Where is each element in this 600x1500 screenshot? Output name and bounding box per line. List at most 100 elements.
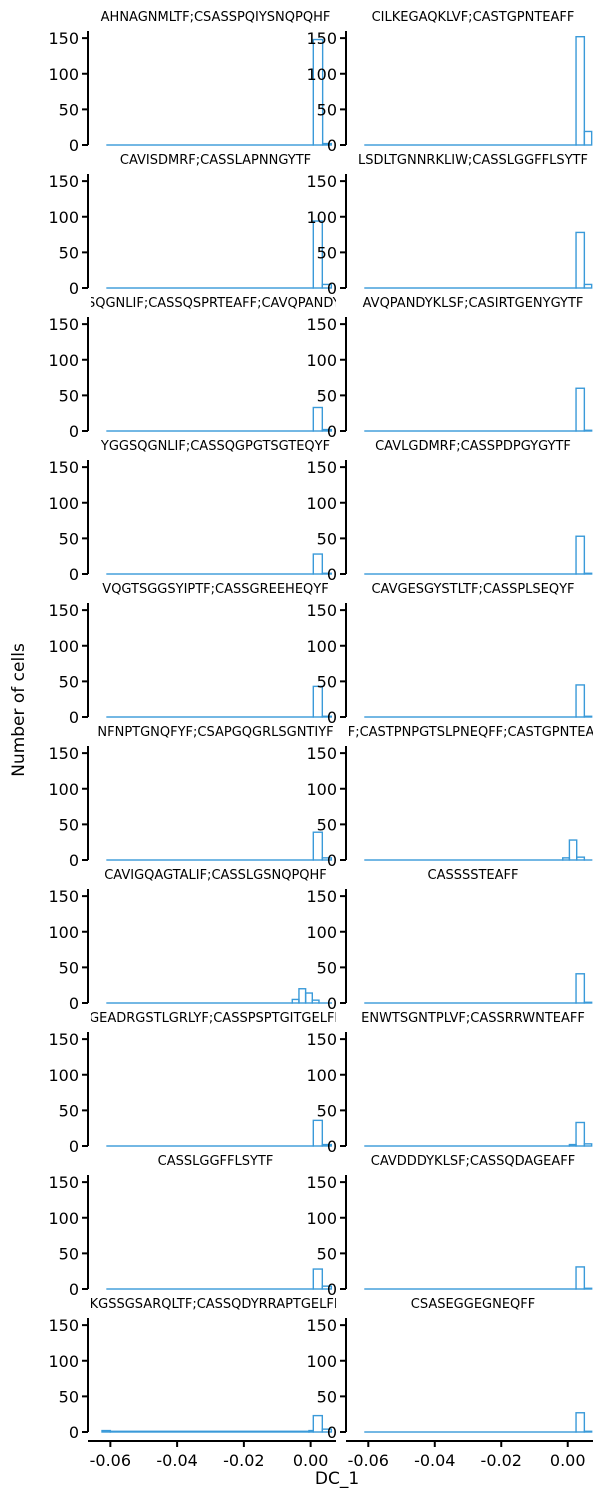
histogram-bar xyxy=(575,36,586,146)
panel-title: VQGTSGGSYIPTF;CASSGREEHEQYF xyxy=(102,582,328,597)
histogram-bar xyxy=(575,1412,586,1433)
histogram-bar xyxy=(312,1414,324,1433)
histogram-bar xyxy=(311,999,320,1004)
y-tick-label: 50 xyxy=(317,815,337,834)
histogram-bar xyxy=(562,857,571,861)
y-tick-label: 150 xyxy=(48,1030,79,1049)
histogram-bar xyxy=(575,1266,586,1290)
y-tick-label: 0 xyxy=(327,565,337,584)
panel-9: VQGTSGGSYIPTF;CASSGREEHEQYF 0 50 100 150 xyxy=(48,582,333,727)
y-tick-label: 50 xyxy=(59,529,79,548)
panel-1: AHNAGNMLTF;CSASSPQIYSNQPQHF 0 50 100 150 xyxy=(48,10,333,155)
y-axis-label: Number of cells xyxy=(9,643,29,777)
y-tick-label: 150 xyxy=(306,601,337,620)
y-tick-label: 50 xyxy=(317,243,337,262)
histogram-bar xyxy=(304,992,314,1004)
panel-title: KGSSGSARQLTF;CASSQDYRRAPTGELFF xyxy=(90,1297,342,1312)
y-tick-label: 150 xyxy=(306,29,337,48)
panel-title: NFNPTGNQFYF;CSAPGQGRLSGNTIYF xyxy=(97,725,333,740)
y-tick-label: 100 xyxy=(48,780,79,799)
y-tick-label: 100 xyxy=(48,1066,79,1085)
histogram-bar xyxy=(575,1121,586,1147)
panel-8: CAVLGDMRF;CASSPDPGYGYTF 0 50 100 150 xyxy=(306,439,593,584)
panel-title: LSDLTGNNRKLIW;CASSLGGFFLSYTF xyxy=(358,153,588,168)
histogram-bar xyxy=(321,1285,333,1290)
x-tick-label: -0.02 xyxy=(481,1451,522,1470)
histogram-bar xyxy=(312,831,324,861)
y-tick-label: 100 xyxy=(306,637,337,656)
y-tick-label: 100 xyxy=(48,494,79,513)
histogram-bar xyxy=(575,684,586,718)
histogram-bar xyxy=(312,406,324,432)
y-tick-label: 0 xyxy=(69,851,79,870)
y-tick-label: 150 xyxy=(48,458,79,477)
y-tick-label: 100 xyxy=(306,351,337,370)
histogram-bar xyxy=(575,231,586,289)
x-axis-label: DC_1 xyxy=(315,1469,359,1489)
y-tick-label: 0 xyxy=(327,279,337,298)
y-tick-label: 50 xyxy=(317,1387,337,1406)
y-tick-label: 0 xyxy=(327,422,337,441)
histogram-bar xyxy=(575,535,586,575)
panel-title: CSASEGGEGNEQFF xyxy=(411,1297,536,1312)
y-tick-label: 50 xyxy=(59,1101,79,1120)
x-tick-label: -0.02 xyxy=(223,1451,264,1470)
histogram-bar xyxy=(583,1143,593,1147)
y-tick-label: 0 xyxy=(69,136,79,155)
y-tick-label: 150 xyxy=(306,887,337,906)
histogram-bar xyxy=(583,1287,593,1290)
y-tick-label: 150 xyxy=(48,29,79,48)
panel-title: CAVLGDMRF;CASSPDPGYGYTF xyxy=(375,439,571,454)
histogram-bar xyxy=(291,998,300,1004)
y-tick-label: 0 xyxy=(69,1137,79,1156)
panel-title: AVQPANDYKLSF;CASIRTGENYGYTF xyxy=(363,296,584,311)
y-tick-label: 100 xyxy=(306,780,337,799)
y-tick-label: 0 xyxy=(69,279,79,298)
histogram-bar xyxy=(312,1119,324,1147)
histogram-bar xyxy=(583,429,593,432)
y-tick-label: 50 xyxy=(59,1244,79,1263)
histogram-bar xyxy=(312,1268,324,1290)
y-tick-label: 150 xyxy=(48,315,79,334)
y-tick-label: 100 xyxy=(48,923,79,942)
histogram-bar xyxy=(312,38,324,146)
y-tick-label: 100 xyxy=(306,1352,337,1371)
histogram-bar xyxy=(321,1143,333,1147)
y-tick-label: 50 xyxy=(317,100,337,119)
histogram-bar xyxy=(568,839,578,861)
x-tick-label: -0.04 xyxy=(414,1451,455,1470)
histogram-bar xyxy=(575,973,586,1004)
y-tick-label: 100 xyxy=(48,351,79,370)
histogram-bar xyxy=(583,130,593,146)
y-tick-label: 150 xyxy=(48,172,79,191)
x-tick-label: -0.04 xyxy=(156,1451,197,1470)
y-tick-label: 150 xyxy=(306,315,337,334)
x-tick-label: 0.00 xyxy=(550,1451,586,1470)
panel-title: CAVGESGYSTLTF;CASSPLSEQYF xyxy=(371,582,574,597)
y-tick-label: 50 xyxy=(317,672,337,691)
y-tick-label: 100 xyxy=(306,208,337,227)
y-tick-label: 100 xyxy=(306,65,337,84)
panel-15: GEADRGSTLGRLYF;CASSPSPTGITGELFF 0 50 100 150 xyxy=(48,1011,342,1156)
histogram-bar xyxy=(321,857,333,861)
y-tick-label: 150 xyxy=(48,1173,79,1192)
y-tick-label: 150 xyxy=(48,601,79,620)
y-tick-label: 50 xyxy=(59,958,79,977)
panel-18: CAVDDDYKLSF;CASSQDAGEAFF 0 50 100 150 xyxy=(306,1154,593,1299)
panel-title: GEADRGSTLGRLYF;CASSPSPTGITGELFF xyxy=(89,1011,342,1026)
y-tick-label: 150 xyxy=(48,1316,79,1335)
y-tick-label: 0 xyxy=(69,1280,79,1299)
y-tick-label: 0 xyxy=(69,565,79,584)
y-tick-label: 50 xyxy=(59,1387,79,1406)
y-tick-label: 0 xyxy=(327,708,337,727)
y-tick-label: 0 xyxy=(69,708,79,727)
panel-12: LIF;CASTPNPGTSLPNEQFF;CASTGPNTEAFF 0 50 100… xyxy=(306,725,593,870)
y-tick-label: 0 xyxy=(327,1137,337,1156)
panel-7: YGGSQGNLIF;CASSQGPGTSGTEQYF 0 50 100 150 xyxy=(48,439,333,584)
y-tick-label: 100 xyxy=(306,1066,337,1085)
panel-title: AHNAGNMLTF;CSASSPQIYSNQPQHF xyxy=(101,10,331,25)
panel-5: YGGSQGNLIF;CASSQSPRTEAFF;CAVQPANDYKLSF 0 5… xyxy=(48,296,336,441)
y-tick-label: 100 xyxy=(48,1352,79,1371)
y-tick-label: 0 xyxy=(327,994,337,1013)
